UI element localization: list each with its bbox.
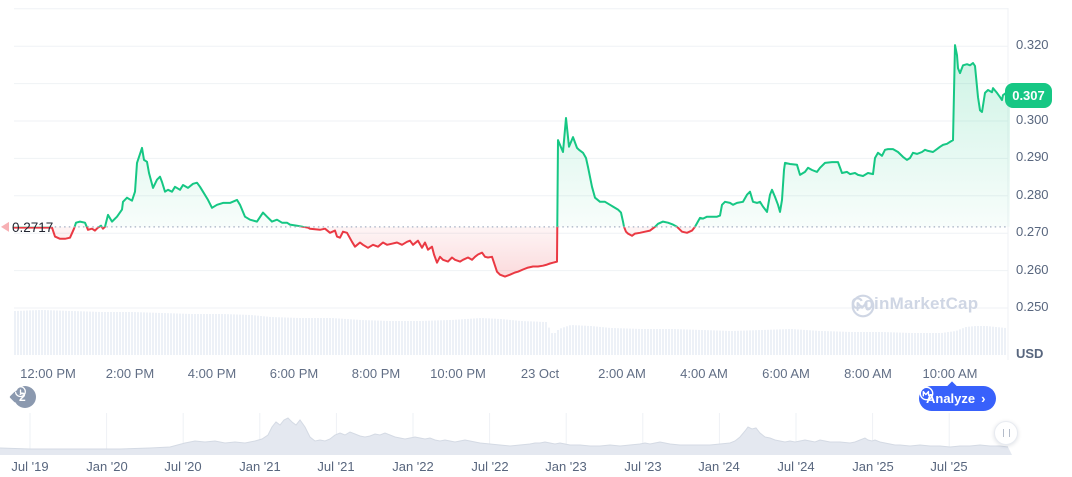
price-tick: 0.280 xyxy=(1016,187,1049,202)
timeline-tick: Jul '24 xyxy=(777,459,815,474)
time-tick: 8:00 PM xyxy=(351,366,401,381)
price-chart[interactable] xyxy=(0,0,1072,412)
analyze-label: Analyze xyxy=(926,391,976,406)
timeline-tick: Jul '19 xyxy=(11,459,49,474)
timeline-tick: Jan '23 xyxy=(545,459,587,474)
analyze-button[interactable]: Analyze › xyxy=(919,386,997,411)
time-tick: 2:00 AM xyxy=(598,366,646,381)
timeline-tick: Jan '21 xyxy=(239,459,281,474)
history-badge[interactable]: 2 xyxy=(14,386,36,408)
time-tick: 4:00 AM xyxy=(680,366,728,381)
coinmarketcap-logo-icon xyxy=(851,294,875,318)
time-tick: 23 Oct xyxy=(520,366,560,381)
coinmarketcap-watermark: CoinMarketCap xyxy=(851,294,979,318)
history-count: 2 xyxy=(19,390,26,404)
price-tick: 0.250 xyxy=(1016,299,1049,314)
history-clock-icon xyxy=(14,386,26,398)
time-tick: 4:00 PM xyxy=(187,366,237,381)
timeline-tick: Jan '24 xyxy=(698,459,740,474)
time-tick: 6:00 AM xyxy=(762,366,810,381)
chevron-right-icon: › xyxy=(981,391,986,406)
timeline-navigator[interactable] xyxy=(0,410,1072,456)
current-price-badge: 0.307 xyxy=(1005,83,1052,108)
time-tick: 8:00 AM xyxy=(844,366,892,381)
drag-handle-icon xyxy=(1002,429,1010,437)
analyze-logo-icon xyxy=(919,386,934,401)
time-tick: 2:00 PM xyxy=(105,366,155,381)
price-tick: 0.270 xyxy=(1016,224,1049,239)
price-tick: 0.300 xyxy=(1016,112,1049,127)
watermark-text: CoinMarketCap xyxy=(851,294,979,313)
time-tick: 10:00 PM xyxy=(430,366,486,381)
timeline-tick: Jan '22 xyxy=(392,459,434,474)
navigator-drag-handle[interactable] xyxy=(994,421,1018,445)
timeline-tick: Jul '23 xyxy=(624,459,662,474)
timeline-tick: Jul '22 xyxy=(471,459,509,474)
price-tick: 0.320 xyxy=(1016,37,1049,52)
time-tick: 6:00 PM xyxy=(269,366,319,381)
timeline-tick: Jan '20 xyxy=(86,459,128,474)
price-tick: 0.290 xyxy=(1016,149,1049,164)
timeline-tick: Jan '25 xyxy=(852,459,894,474)
baseline-price-label: 0.2717 xyxy=(12,220,54,235)
price-axis-unit: USD xyxy=(1016,346,1044,361)
timeline-tick: Jul '21 xyxy=(317,459,355,474)
time-tick: 12:00 PM xyxy=(20,366,76,381)
timeline-tick: Jul '25 xyxy=(930,459,968,474)
timeline-tick: Jul '20 xyxy=(164,459,202,474)
time-tick: 10:00 AM xyxy=(922,366,978,381)
price-tick: 0.260 xyxy=(1016,262,1049,277)
